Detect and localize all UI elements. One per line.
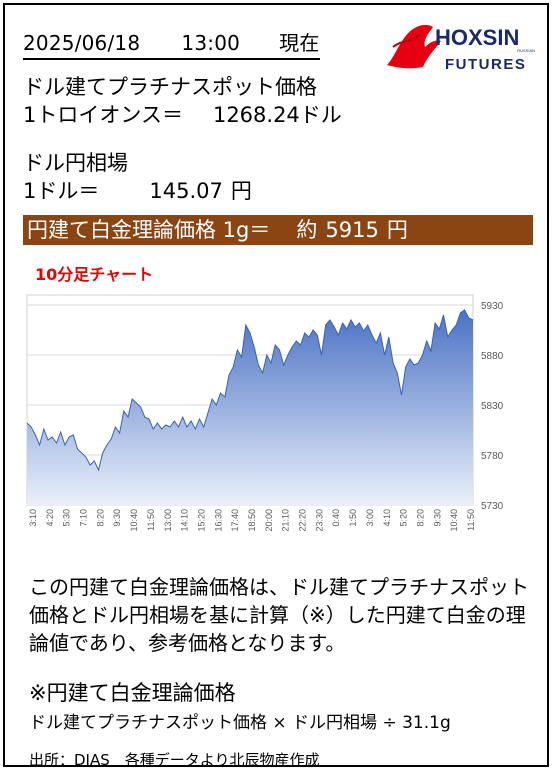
- source-note: 出所：DIAS 各種データより北辰物産作成: [29, 751, 320, 769]
- banner-label: 円建て白金理論価格 1g＝: [27, 218, 271, 242]
- x-tick-label: 16:30: [213, 509, 223, 532]
- fx-unit-label: 1ドル＝: [23, 179, 100, 203]
- banner-unit: 円: [386, 218, 408, 242]
- chart-title: 10分足チャート: [35, 265, 154, 284]
- x-tick-label: 3:10: [28, 509, 38, 527]
- fx-label: ドル円相場: [23, 151, 128, 175]
- x-tick-label: 4:10: [382, 509, 392, 527]
- formula-text: ドル建てプラチナスポット価格 × ドル円相場 ÷ 31.1g: [29, 713, 451, 733]
- y-tick-label: 5880: [481, 351, 504, 362]
- x-tick-label: 18:50: [247, 509, 257, 532]
- x-tick-label: 11:50: [466, 509, 476, 531]
- platinum-label: ドル建てプラチナスポット価格: [23, 75, 317, 99]
- x-tick-label: 23:30: [314, 509, 324, 532]
- price-area: [27, 310, 473, 505]
- fx-unit: 円: [230, 179, 252, 203]
- x-tick-label: 10:40: [129, 509, 139, 532]
- x-tick-label: 3:00: [365, 509, 375, 527]
- x-tick-label: 5:30: [62, 509, 72, 527]
- y-tick-label: 5830: [481, 401, 504, 412]
- price-chart: 5730 5780 5830 5880 5930 3:10 4:20 5:30 7:10 8:20…: [26, 294, 504, 532]
- x-tick-label: 20:00: [264, 509, 274, 532]
- x-tick-label: 8:20: [95, 509, 105, 527]
- platinum-unit: ドル: [299, 103, 342, 127]
- description: この円建て白金理論価格は、ドル建てプラチナスポット価格とドル円相場を基に計算（※…: [29, 575, 529, 655]
- timestamp: 2025/06/18 13:00 現在: [23, 27, 320, 60]
- platinum-value: 1268.24: [212, 103, 300, 127]
- now-label: 現在: [279, 31, 320, 55]
- date-text: 2025/06/18: [23, 31, 141, 55]
- x-tick-label: 4:20: [45, 509, 55, 527]
- formula-title: ※円建て白金理論価格: [29, 681, 236, 705]
- y-tick-label: 5730: [481, 501, 504, 512]
- platinum-row: 1トロイオンス＝ 1268.24ドル: [23, 99, 342, 129]
- banner-value: 5915: [325, 218, 379, 242]
- x-tick-label: 17:40: [230, 509, 240, 532]
- x-tick-label: 1:50: [348, 509, 358, 527]
- theoretical-price-banner: 円建て白金理論価格 1g＝ 約 5915 円: [23, 215, 533, 245]
- x-tick-label: 21:10: [281, 509, 291, 532]
- fx-value: 145.07: [149, 179, 223, 203]
- fx-row: 1ドル＝ 145.07 円: [23, 175, 252, 205]
- x-tick-label: 8:20: [415, 509, 425, 527]
- y-tick-label: 5930: [481, 301, 504, 312]
- hoxsin-logo: HOXSIN RUSSIAN FUTURES: [387, 24, 535, 73]
- platinum-unit-label: 1トロイオンス＝: [23, 103, 183, 127]
- x-tick-label: 9:30: [112, 509, 122, 527]
- banner-approx: 約: [296, 218, 318, 242]
- time-text: 13:00: [181, 31, 241, 55]
- x-tick-label: 22:20: [298, 509, 308, 532]
- logo-small-text: RUSSIAN: [517, 48, 535, 53]
- x-tick-label: 0:40: [331, 509, 341, 527]
- price-line: [26, 309, 474, 472]
- x-tick-label: 5:20: [399, 509, 409, 527]
- x-tick-label: 11:50: [146, 509, 156, 531]
- x-tick-label: 7:10: [79, 509, 89, 527]
- x-tick-label: 14:10: [180, 509, 190, 532]
- x-tick-label: 9:30: [432, 509, 442, 527]
- y-tick-label: 5780: [481, 451, 504, 462]
- x-tick-label: 15:20: [196, 509, 206, 532]
- price-card: 2025/06/18 13:00 現在 HOXSIN RUSSIAN FUTUR…: [3, 3, 549, 769]
- logo-map-icon: [387, 24, 441, 69]
- x-tick-label: 13:00: [163, 509, 173, 532]
- x-tick-label: 10:40: [449, 509, 459, 532]
- logo-sub-text: FUTURES: [445, 56, 526, 73]
- logo-text: HOXSIN: [435, 25, 519, 50]
